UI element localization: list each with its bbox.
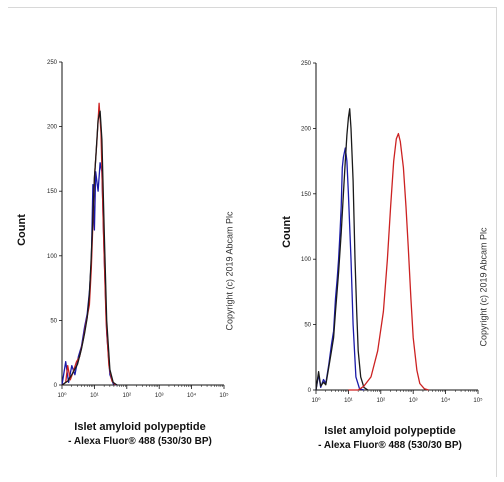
panel-1-x-tick-label-3: 10³ xyxy=(155,393,164,399)
panel-2-y-tick-label-0: 0 xyxy=(308,388,312,394)
panel-2-copyright: Copyright (c) 2019 Abcam Plc xyxy=(478,227,489,347)
panel-1-x-tick-label-0: 10⁰ xyxy=(57,392,67,399)
panel-1-y-tick-label-50: 50 xyxy=(50,318,57,324)
panel-1-copyright: Copyright (c) 2019 Abcam Plc xyxy=(224,211,235,331)
frame-right-border xyxy=(496,7,497,477)
panel-1-y-tick-label-150: 150 xyxy=(47,189,58,195)
panel-1-y-tick-label-100: 100 xyxy=(47,254,58,260)
panel-2-series-3-line xyxy=(348,132,429,391)
panel-2-x-tick-label-0: 10⁰ xyxy=(311,397,321,404)
panel-2-y-tick-label-150: 150 xyxy=(301,192,312,198)
panel-1-y-axis-label: Count xyxy=(15,214,28,246)
panel-1-y-tick-label-200: 200 xyxy=(47,125,58,131)
panel-1-x-axis-label-line1: Islet amyloid polypeptide xyxy=(74,421,206,433)
panel-1-x-axis-label-line2: - Alexa Fluor® 488 (530/30 BP) xyxy=(68,436,212,447)
panel-2-series-2-line xyxy=(315,108,369,391)
panel-2-y-tick-label-250: 250 xyxy=(301,61,312,67)
panel-2-y-tick-label-50: 50 xyxy=(304,323,311,329)
panel-2-histogram: 0 50 100 150 200 250 10⁰ 10¹ 10² 10³ 10⁴ 10⁵ xyxy=(301,61,483,404)
panel-1-y-tick-label-0: 0 xyxy=(54,383,58,389)
panel-1-x-tick-label-1: 10¹ xyxy=(90,393,99,399)
panel-1-x-tick-label-4: 10⁴ xyxy=(187,392,197,399)
panel-2-x-tick-label-3: 10³ xyxy=(409,398,418,404)
panel-2-x-tick-label-5: 10⁵ xyxy=(473,397,483,404)
panel-2-y-tick-label-200: 200 xyxy=(301,126,312,132)
panel-2-x-tick-label-2: 10² xyxy=(376,398,385,404)
panel-2-x-tick-label-4: 10⁴ xyxy=(441,397,451,404)
panel-1-histogram: 0 50 100 150 200 250 10⁰ 10¹ 10² 10³ 10⁴ 10⁵ xyxy=(47,60,229,399)
panel-1-x-tick-label-2: 10² xyxy=(122,393,131,399)
panel-1-series-3-line xyxy=(61,110,118,386)
panel-2-x-axis-label-line1: Islet amyloid polypeptide xyxy=(324,425,456,437)
panel-2-x-tick-label-1: 10¹ xyxy=(344,398,353,404)
panel-1-x-tick-label-5: 10⁵ xyxy=(219,392,229,399)
panel-2-x-axis-label-line2: - Alexa Fluor® 488 (530/30 BP) xyxy=(318,440,462,451)
panel-2-y-tick-label-100: 100 xyxy=(301,257,312,263)
frame-top-border xyxy=(8,7,496,8)
panel-1-y-tick-label-250: 250 xyxy=(47,60,58,66)
panel-2-series-1-line xyxy=(315,147,365,391)
panel-2-y-axis-label: Count xyxy=(280,216,293,248)
